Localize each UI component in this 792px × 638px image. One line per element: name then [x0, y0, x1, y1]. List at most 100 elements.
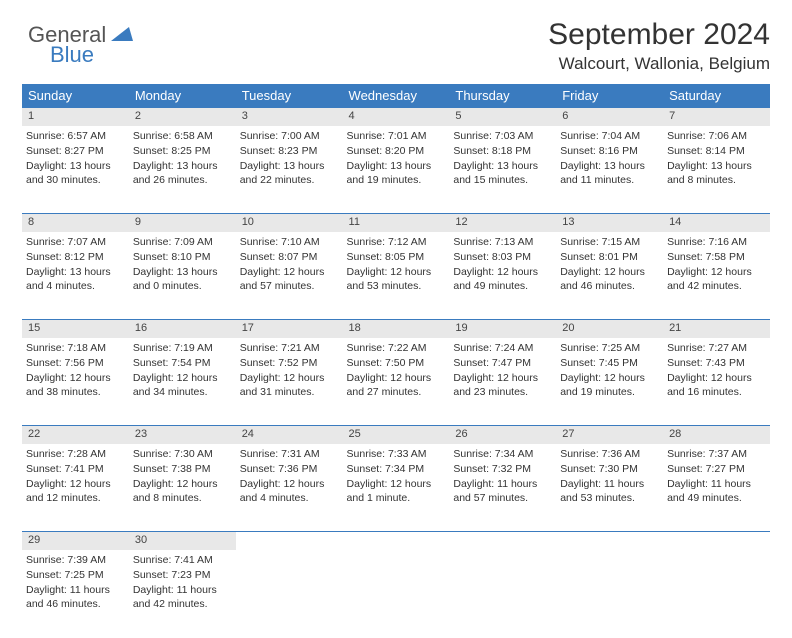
- sunrise-line: Sunrise: 7:12 AM: [347, 235, 446, 249]
- daylight-line: Daylight: 12 hours and 16 minutes.: [667, 371, 766, 399]
- daylight-line: Daylight: 12 hours and 46 minutes.: [560, 265, 659, 293]
- day-number-cell: [556, 532, 663, 550]
- day-cell: Sunrise: 7:10 AMSunset: 8:07 PMDaylight:…: [236, 232, 343, 320]
- day-number-row: 891011121314: [22, 214, 770, 232]
- sunrise-line: Sunrise: 7:16 AM: [667, 235, 766, 249]
- sunset-line: Sunset: 8:10 PM: [133, 250, 232, 264]
- day-cell: Sunrise: 7:31 AMSunset: 7:36 PMDaylight:…: [236, 444, 343, 532]
- daylight-line: Daylight: 12 hours and 31 minutes.: [240, 371, 339, 399]
- day-cell: Sunrise: 7:39 AMSunset: 7:25 PMDaylight:…: [22, 550, 129, 638]
- sunrise-line: Sunrise: 7:30 AM: [133, 447, 232, 461]
- day-cell: Sunrise: 7:24 AMSunset: 7:47 PMDaylight:…: [449, 338, 556, 426]
- sunset-line: Sunset: 7:36 PM: [240, 462, 339, 476]
- sunset-line: Sunset: 7:27 PM: [667, 462, 766, 476]
- day-number-cell: 14: [663, 214, 770, 232]
- day-number-cell: 28: [663, 426, 770, 444]
- day-cell: Sunrise: 7:37 AMSunset: 7:27 PMDaylight:…: [663, 444, 770, 532]
- sunset-line: Sunset: 7:23 PM: [133, 568, 232, 582]
- sunrise-line: Sunrise: 7:34 AM: [453, 447, 552, 461]
- day-number-cell: 16: [129, 320, 236, 338]
- day-number-cell: 9: [129, 214, 236, 232]
- sunrise-line: Sunrise: 7:19 AM: [133, 341, 232, 355]
- day-number-cell: [343, 532, 450, 550]
- weekday-header: Friday: [556, 84, 663, 108]
- day-cell: Sunrise: 7:01 AMSunset: 8:20 PMDaylight:…: [343, 126, 450, 214]
- daylight-line: Daylight: 13 hours and 15 minutes.: [453, 159, 552, 187]
- sunset-line: Sunset: 8:01 PM: [560, 250, 659, 264]
- day-cell: Sunrise: 7:30 AMSunset: 7:38 PMDaylight:…: [129, 444, 236, 532]
- day-cell: [556, 550, 663, 638]
- day-cell: [449, 550, 556, 638]
- sunrise-line: Sunrise: 7:27 AM: [667, 341, 766, 355]
- sunrise-line: Sunrise: 7:24 AM: [453, 341, 552, 355]
- daylight-line: Daylight: 12 hours and 38 minutes.: [26, 371, 125, 399]
- day-cell: Sunrise: 7:25 AMSunset: 7:45 PMDaylight:…: [556, 338, 663, 426]
- sunset-line: Sunset: 8:25 PM: [133, 144, 232, 158]
- sunset-line: Sunset: 8:12 PM: [26, 250, 125, 264]
- daylight-line: Daylight: 12 hours and 53 minutes.: [347, 265, 446, 293]
- sunset-line: Sunset: 8:23 PM: [240, 144, 339, 158]
- day-number-cell: 21: [663, 320, 770, 338]
- day-number-cell: 18: [343, 320, 450, 338]
- logo-triangle-icon: [111, 25, 133, 46]
- day-number-cell: 8: [22, 214, 129, 232]
- day-cell: Sunrise: 7:41 AMSunset: 7:23 PMDaylight:…: [129, 550, 236, 638]
- day-cell: Sunrise: 7:27 AMSunset: 7:43 PMDaylight:…: [663, 338, 770, 426]
- sunset-line: Sunset: 7:52 PM: [240, 356, 339, 370]
- day-cell: [236, 550, 343, 638]
- day-cell: Sunrise: 7:33 AMSunset: 7:34 PMDaylight:…: [343, 444, 450, 532]
- day-cell: Sunrise: 7:15 AMSunset: 8:01 PMDaylight:…: [556, 232, 663, 320]
- daylight-line: Daylight: 12 hours and 34 minutes.: [133, 371, 232, 399]
- day-number-cell: 2: [129, 108, 236, 126]
- day-content-row: Sunrise: 7:18 AMSunset: 7:56 PMDaylight:…: [22, 338, 770, 426]
- day-number-cell: 4: [343, 108, 450, 126]
- daylight-line: Daylight: 12 hours and 4 minutes.: [240, 477, 339, 505]
- sunset-line: Sunset: 7:32 PM: [453, 462, 552, 476]
- weekday-header: Thursday: [449, 84, 556, 108]
- weekday-header: Sunday: [22, 84, 129, 108]
- sunset-line: Sunset: 8:05 PM: [347, 250, 446, 264]
- daylight-line: Daylight: 12 hours and 49 minutes.: [453, 265, 552, 293]
- page-title: September 2024: [22, 18, 770, 52]
- day-cell: Sunrise: 7:04 AMSunset: 8:16 PMDaylight:…: [556, 126, 663, 214]
- day-number-cell: 6: [556, 108, 663, 126]
- weekday-header: Monday: [129, 84, 236, 108]
- sunrise-line: Sunrise: 7:22 AM: [347, 341, 446, 355]
- day-number-cell: 5: [449, 108, 556, 126]
- header: September 2024 Walcourt, Wallonia, Belgi…: [22, 18, 770, 74]
- sunrise-line: Sunrise: 7:37 AM: [667, 447, 766, 461]
- sunset-line: Sunset: 8:14 PM: [667, 144, 766, 158]
- sunset-line: Sunset: 7:56 PM: [26, 356, 125, 370]
- sunset-line: Sunset: 7:34 PM: [347, 462, 446, 476]
- day-number-cell: 20: [556, 320, 663, 338]
- daylight-line: Daylight: 12 hours and 42 minutes.: [667, 265, 766, 293]
- weekday-header: Saturday: [663, 84, 770, 108]
- day-cell: Sunrise: 6:57 AMSunset: 8:27 PMDaylight:…: [22, 126, 129, 214]
- sunrise-line: Sunrise: 7:15 AM: [560, 235, 659, 249]
- daylight-line: Daylight: 12 hours and 23 minutes.: [453, 371, 552, 399]
- daylight-line: Daylight: 12 hours and 57 minutes.: [240, 265, 339, 293]
- day-number-cell: 3: [236, 108, 343, 126]
- day-number-cell: 27: [556, 426, 663, 444]
- sunrise-line: Sunrise: 7:39 AM: [26, 553, 125, 567]
- day-cell: Sunrise: 7:06 AMSunset: 8:14 PMDaylight:…: [663, 126, 770, 214]
- sunrise-line: Sunrise: 6:57 AM: [26, 129, 125, 143]
- day-cell: Sunrise: 7:12 AMSunset: 8:05 PMDaylight:…: [343, 232, 450, 320]
- day-content-row: Sunrise: 7:28 AMSunset: 7:41 PMDaylight:…: [22, 444, 770, 532]
- day-number-cell: 17: [236, 320, 343, 338]
- day-number-cell: 15: [22, 320, 129, 338]
- day-number-cell: 10: [236, 214, 343, 232]
- sunrise-line: Sunrise: 7:03 AM: [453, 129, 552, 143]
- sunset-line: Sunset: 7:30 PM: [560, 462, 659, 476]
- sunrise-line: Sunrise: 6:58 AM: [133, 129, 232, 143]
- location-subtitle: Walcourt, Wallonia, Belgium: [22, 54, 770, 74]
- day-cell: Sunrise: 6:58 AMSunset: 8:25 PMDaylight:…: [129, 126, 236, 214]
- daylight-line: Daylight: 12 hours and 1 minute.: [347, 477, 446, 505]
- day-cell: Sunrise: 7:22 AMSunset: 7:50 PMDaylight:…: [343, 338, 450, 426]
- daylight-line: Daylight: 11 hours and 53 minutes.: [560, 477, 659, 505]
- sunset-line: Sunset: 7:45 PM: [560, 356, 659, 370]
- sunset-line: Sunset: 8:20 PM: [347, 144, 446, 158]
- sunrise-line: Sunrise: 7:21 AM: [240, 341, 339, 355]
- sunset-line: Sunset: 7:38 PM: [133, 462, 232, 476]
- sunrise-line: Sunrise: 7:06 AM: [667, 129, 766, 143]
